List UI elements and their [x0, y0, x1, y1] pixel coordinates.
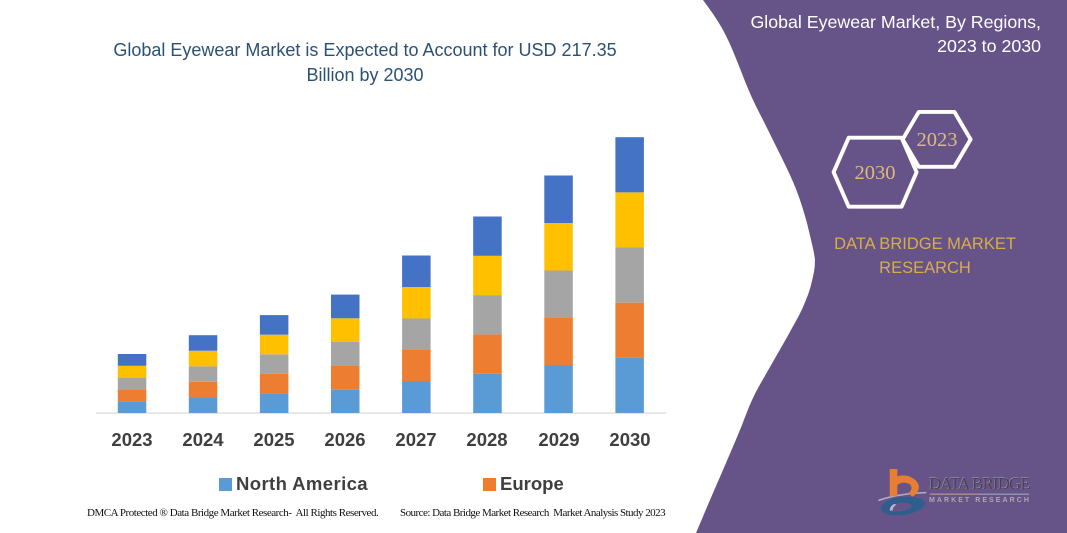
svg-text:DATA BRIDGE: DATA BRIDGE	[929, 474, 1030, 493]
svg-text:DATA BRIDGE: DATA BRIDGE	[929, 473, 1030, 492]
svg-text:MARKET RESEARCH: MARKET RESEARCH	[929, 497, 1031, 504]
